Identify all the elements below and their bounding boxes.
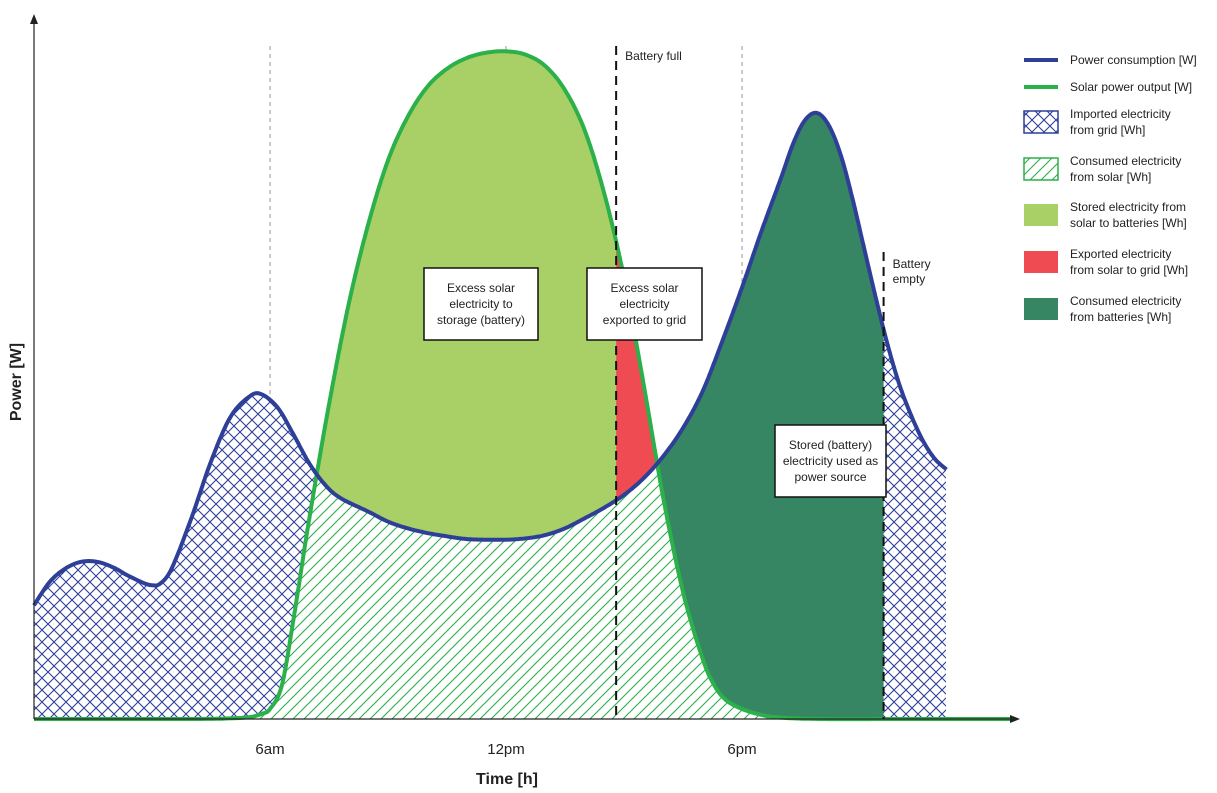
annotation-box-1 [423, 267, 539, 341]
annotation-line: electricity used as [783, 454, 878, 468]
area-consumed-from-solar [34, 464, 947, 720]
annotation-line: Stored (battery) [789, 438, 872, 452]
axes [30, 14, 1020, 723]
legend-swatch-6 [1024, 298, 1058, 320]
y-axis-title: Power [W] [8, 343, 25, 421]
legend-label-line: solar to batteries [Wh] [1070, 216, 1187, 230]
area-consumed-from-batteries [658, 112, 884, 720]
x-tick-label-12pm: 12pm [487, 741, 525, 758]
battery-empty-label: Battery empty [893, 257, 931, 286]
x-tick-label-6am: 6am [255, 741, 284, 758]
legend-label-line: Solar power output [W] [1070, 80, 1192, 94]
x-tick-label-6pm: 6pm [727, 741, 756, 758]
series-solar-output-line [34, 49, 1015, 722]
y-axis-arrow-icon [30, 14, 38, 24]
annotation-line: exported to grid [603, 313, 686, 327]
battery-full-label: Battery full [625, 49, 682, 63]
legend-label-line: Stored electricity from [1070, 200, 1186, 214]
annotation-text-3: Stored (battery) electricity used as power… [783, 438, 878, 484]
legend-swatch-5 [1024, 251, 1058, 273]
annotation-box-3 [774, 424, 887, 498]
legend-label-line: from solar to grid [Wh] [1070, 263, 1188, 277]
area-fills [34, 51, 947, 720]
legend-label-line: Consumed electricity [1070, 154, 1181, 168]
legend-swatch-4 [1024, 204, 1058, 226]
annotation-box-2 [586, 267, 703, 341]
annotation-line: Excess solar [610, 281, 678, 295]
legend-label-line: Exported electricity [1070, 247, 1171, 261]
legend: Power consumption [W] Solar power output … [1023, 53, 1197, 324]
annotation-text-2: Excess solar electricity exported to grid [603, 281, 686, 327]
legend-label-0: Power consumption [W] [1070, 53, 1197, 67]
legend-label-3: Consumed electricity from solar [Wh] [1070, 154, 1181, 184]
annotation-line: power source [794, 470, 866, 484]
legend-label-1: Solar power output [W] [1070, 80, 1192, 94]
battery-empty-label-line: Battery [893, 257, 931, 271]
annotation-line: Excess solar [447, 281, 515, 295]
annotation-boxes: Excess solar electricity to storage (batte… [423, 267, 887, 498]
legend-label-line: Imported electricity [1070, 107, 1171, 121]
legend-label-line: from batteries [Wh] [1070, 310, 1171, 324]
legend-swatch-3 [1023, 157, 1059, 181]
x-axis-arrow-icon [1010, 715, 1020, 723]
series-lines [32, 49, 1015, 722]
x-axis-title: Time [h] [476, 771, 538, 788]
annotation-line: electricity [619, 297, 669, 311]
x-tick-labels: 6am 12pm 6pm [255, 741, 756, 758]
series-power-consumption-line [32, 110, 948, 607]
legend-label-line: Power consumption [W] [1070, 53, 1197, 67]
legend-label-line: Consumed electricity [1070, 294, 1181, 308]
legend-swatch-2 [1023, 110, 1059, 134]
annotation-text-1: Excess solar electricity to storage (batte… [437, 281, 525, 327]
legend-label-line: from solar [Wh] [1070, 170, 1151, 184]
annotation-line: electricity to [449, 297, 513, 311]
battery-empty-label-line: empty [893, 272, 926, 286]
legend-label-2: Imported electricity from grid [Wh] [1070, 107, 1171, 137]
annotation-line: storage (battery) [437, 313, 525, 327]
legend-label-4: Stored electricity from solar to batterie… [1070, 200, 1187, 230]
legend-label-5: Exported electricity from solar to grid [… [1070, 247, 1188, 277]
legend-label-6: Consumed electricity from batteries [Wh] [1070, 294, 1181, 324]
legend-label-line: from grid [Wh] [1070, 123, 1145, 137]
